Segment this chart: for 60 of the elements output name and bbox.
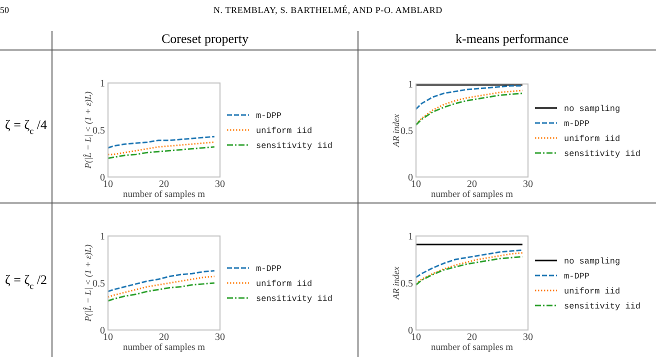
y-axis-title: AR index: [391, 266, 401, 300]
x-tick-label: 10: [103, 179, 113, 190]
x-tick-label: 10: [411, 332, 421, 343]
x-axis-title: number of samples m: [122, 343, 206, 353]
text: ζ = ζ$_{c}$/4: [4, 117, 48, 136]
text: 50: [0, 5, 10, 15]
legend-label: uniform iid: [564, 134, 620, 144]
y-tick-label: 1: [100, 232, 105, 242]
x-tick-label: 10: [103, 332, 113, 343]
legend-label: sensitivity iid: [564, 149, 641, 159]
text: ζ = ζ$_{c}$/2: [4, 272, 48, 291]
line-series: [107, 270, 216, 292]
x-tick-label: 20: [467, 179, 477, 190]
legend-label: uniform iid: [564, 286, 620, 296]
x-tick-label: 20: [467, 332, 477, 343]
x-tick-label: 10: [411, 179, 421, 190]
y-tick-label: 0: [100, 172, 105, 184]
y-tick-label: 0.5: [92, 126, 105, 136]
y-tick-label: 0.5: [400, 278, 413, 290]
legend-label: uniform iid: [256, 279, 312, 289]
line-series: [107, 141, 216, 156]
x-axis-title: number of samples m: [430, 343, 514, 353]
line-series: [107, 136, 216, 149]
y-tick-label: 0: [100, 326, 105, 336]
line-series: [107, 146, 216, 159]
y-tick-label: 1: [408, 80, 413, 90]
line-series: [107, 276, 216, 298]
legend-label: sensitivity iid: [256, 141, 333, 151]
x-tick-label: 20: [159, 179, 169, 190]
legend-label: m-DPP: [564, 119, 590, 129]
legend-label: sensitivity iid: [564, 302, 641, 312]
legend-label: m-DPP: [564, 272, 590, 282]
legend-label: no sampling: [564, 104, 620, 114]
line-series: [107, 282, 216, 302]
y-axis-title: AR index: [391, 114, 401, 148]
y-axis-title: P(|L̂ − L| < (1 + ε)L): [82, 91, 93, 170]
x-tick-label: 30: [215, 332, 225, 343]
y-tick-label: 0: [408, 326, 413, 336]
x-axis-title: number of samples m: [430, 190, 514, 200]
text: N. TREMBLAY, S. BARTHELMÉ, AND P-O. AMBLARD: [214, 5, 443, 15]
y-tick-label: 1: [408, 232, 413, 242]
legend-label: m-DPP: [256, 264, 282, 274]
chart-title: Coreset property: [161, 31, 249, 46]
legend-label: sensitivity iid: [256, 294, 333, 304]
legend-label: m-DPP: [256, 111, 282, 121]
x-tick-label: 30: [523, 332, 533, 343]
legend-label: no sampling: [564, 256, 620, 266]
y-tick-label: 0: [408, 172, 413, 184]
y-tick-label: 1: [100, 78, 105, 90]
x-axis-title: number of samples m: [122, 190, 206, 200]
legend-label: uniform iid: [256, 126, 312, 136]
y-tick-label: 0.5: [92, 278, 105, 290]
y-tick-label: 0.5: [400, 126, 413, 137]
x-tick-label: 30: [523, 179, 533, 190]
x-tick-label: 20: [159, 332, 169, 343]
chart-title: k-means performance: [456, 31, 569, 46]
y-axis-title: P(|L̂ − L| < (1 + ε)L): [82, 244, 93, 323]
x-tick-label: 30: [215, 179, 225, 190]
line-series: [415, 85, 524, 110]
line-series: [415, 249, 524, 278]
